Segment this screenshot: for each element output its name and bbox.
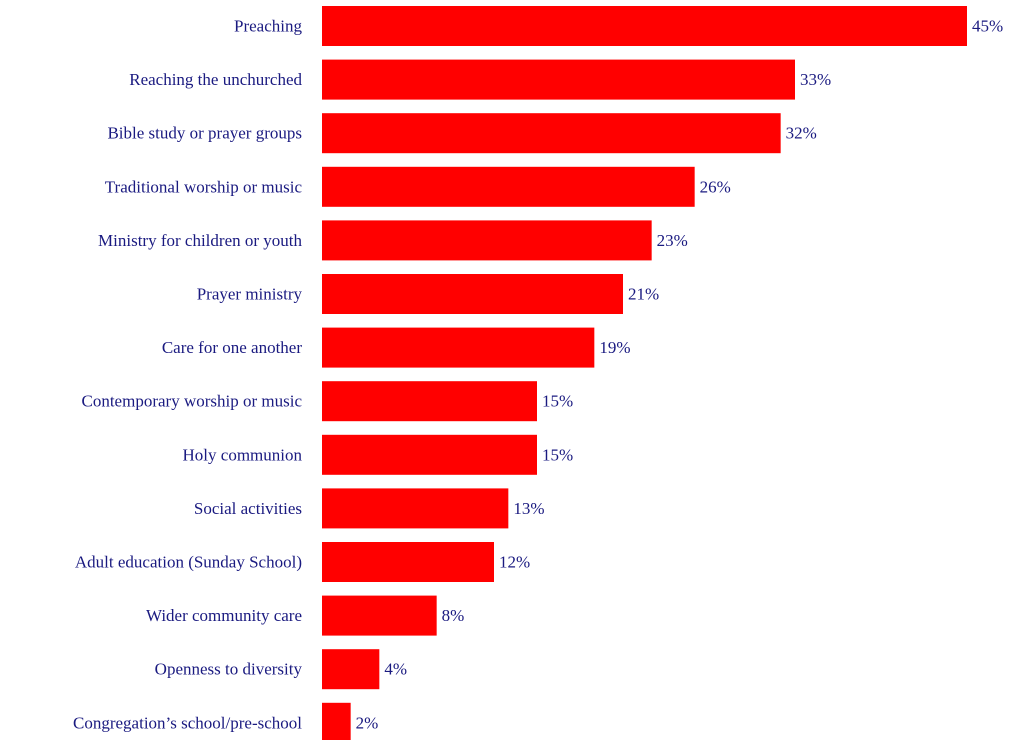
bar bbox=[322, 542, 494, 582]
value-label: 19% bbox=[599, 338, 630, 357]
category-label: Prayer ministry bbox=[197, 285, 303, 304]
category-label: Adult education (Sunday School) bbox=[75, 553, 302, 572]
value-label: 13% bbox=[513, 499, 544, 518]
category-label: Openness to diversity bbox=[155, 660, 303, 679]
value-label: 23% bbox=[657, 231, 688, 250]
category-label: Bible study or prayer groups bbox=[107, 124, 302, 143]
value-label: 12% bbox=[499, 553, 530, 572]
bar bbox=[322, 434, 537, 475]
bar bbox=[322, 595, 437, 636]
bar bbox=[322, 166, 695, 207]
bar bbox=[322, 649, 380, 690]
bar bbox=[322, 381, 537, 422]
value-label: 15% bbox=[542, 445, 573, 464]
bar bbox=[322, 59, 795, 100]
category-label: Congregation’s school/pre-school bbox=[73, 713, 302, 732]
category-label: Contemporary worship or music bbox=[82, 392, 303, 411]
value-label: 45% bbox=[972, 17, 1003, 36]
bar bbox=[322, 6, 967, 46]
bar bbox=[322, 220, 652, 261]
bar bbox=[322, 113, 781, 154]
value-label: 26% bbox=[700, 177, 731, 196]
value-label: 32% bbox=[786, 124, 817, 143]
bar bbox=[322, 488, 509, 529]
category-label: Preaching bbox=[234, 17, 302, 36]
value-label: 8% bbox=[442, 606, 465, 625]
category-label: Wider community care bbox=[146, 606, 302, 625]
value-label: 15% bbox=[542, 392, 573, 411]
bar bbox=[322, 702, 351, 740]
category-label: Ministry for children or youth bbox=[98, 231, 302, 250]
bar bbox=[322, 327, 595, 368]
category-label: Traditional worship or music bbox=[105, 177, 303, 196]
value-label: 2% bbox=[356, 713, 379, 732]
bar bbox=[322, 274, 623, 314]
value-label: 33% bbox=[800, 70, 831, 89]
category-label: Social activities bbox=[194, 499, 302, 518]
value-label: 4% bbox=[384, 660, 407, 679]
category-label: Reaching the unchurched bbox=[129, 70, 302, 89]
category-label: Holy communion bbox=[183, 445, 303, 464]
value-label: 21% bbox=[628, 285, 659, 304]
category-label: Care for one another bbox=[162, 338, 303, 357]
